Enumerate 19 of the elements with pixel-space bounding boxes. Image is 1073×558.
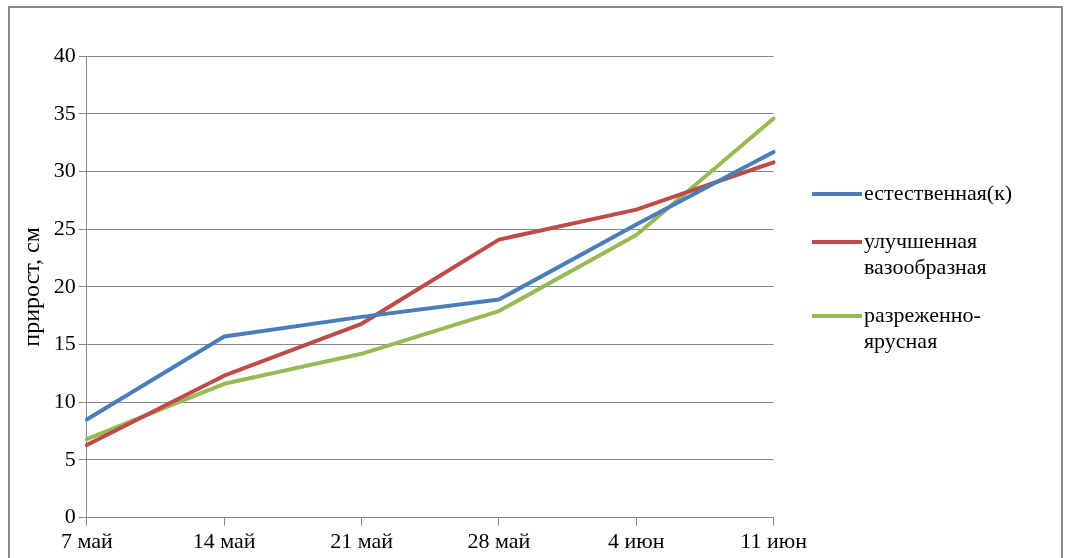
x-tick-label: 4 июн xyxy=(608,527,665,553)
y-tick-label: 15 xyxy=(53,330,76,356)
legend-label: разреженно-ярусная xyxy=(864,302,982,354)
legend-label: улучшенная вазообразная xyxy=(864,228,988,280)
y-tick-label: 30 xyxy=(53,157,76,183)
y-tick-label: 40 xyxy=(53,41,76,67)
x-tick-label: 14 май xyxy=(192,527,256,553)
y-tick-label: 10 xyxy=(53,388,76,414)
x-tick-label: 11 июн xyxy=(740,527,808,553)
y-tick-label: 5 xyxy=(64,445,76,471)
legend-label: естественная(к) xyxy=(864,180,1013,206)
y-tick-label: 25 xyxy=(53,215,76,241)
y-tick-label: 0 xyxy=(64,503,76,529)
x-tick-label: 7 май xyxy=(60,527,113,553)
y-tick-label: 35 xyxy=(53,99,76,125)
y-axis-title: прирост, см xyxy=(17,227,44,347)
x-tick-label: 21 май xyxy=(330,527,394,553)
y-tick-label: 20 xyxy=(53,272,76,298)
x-tick-label: 28 май xyxy=(467,527,531,553)
